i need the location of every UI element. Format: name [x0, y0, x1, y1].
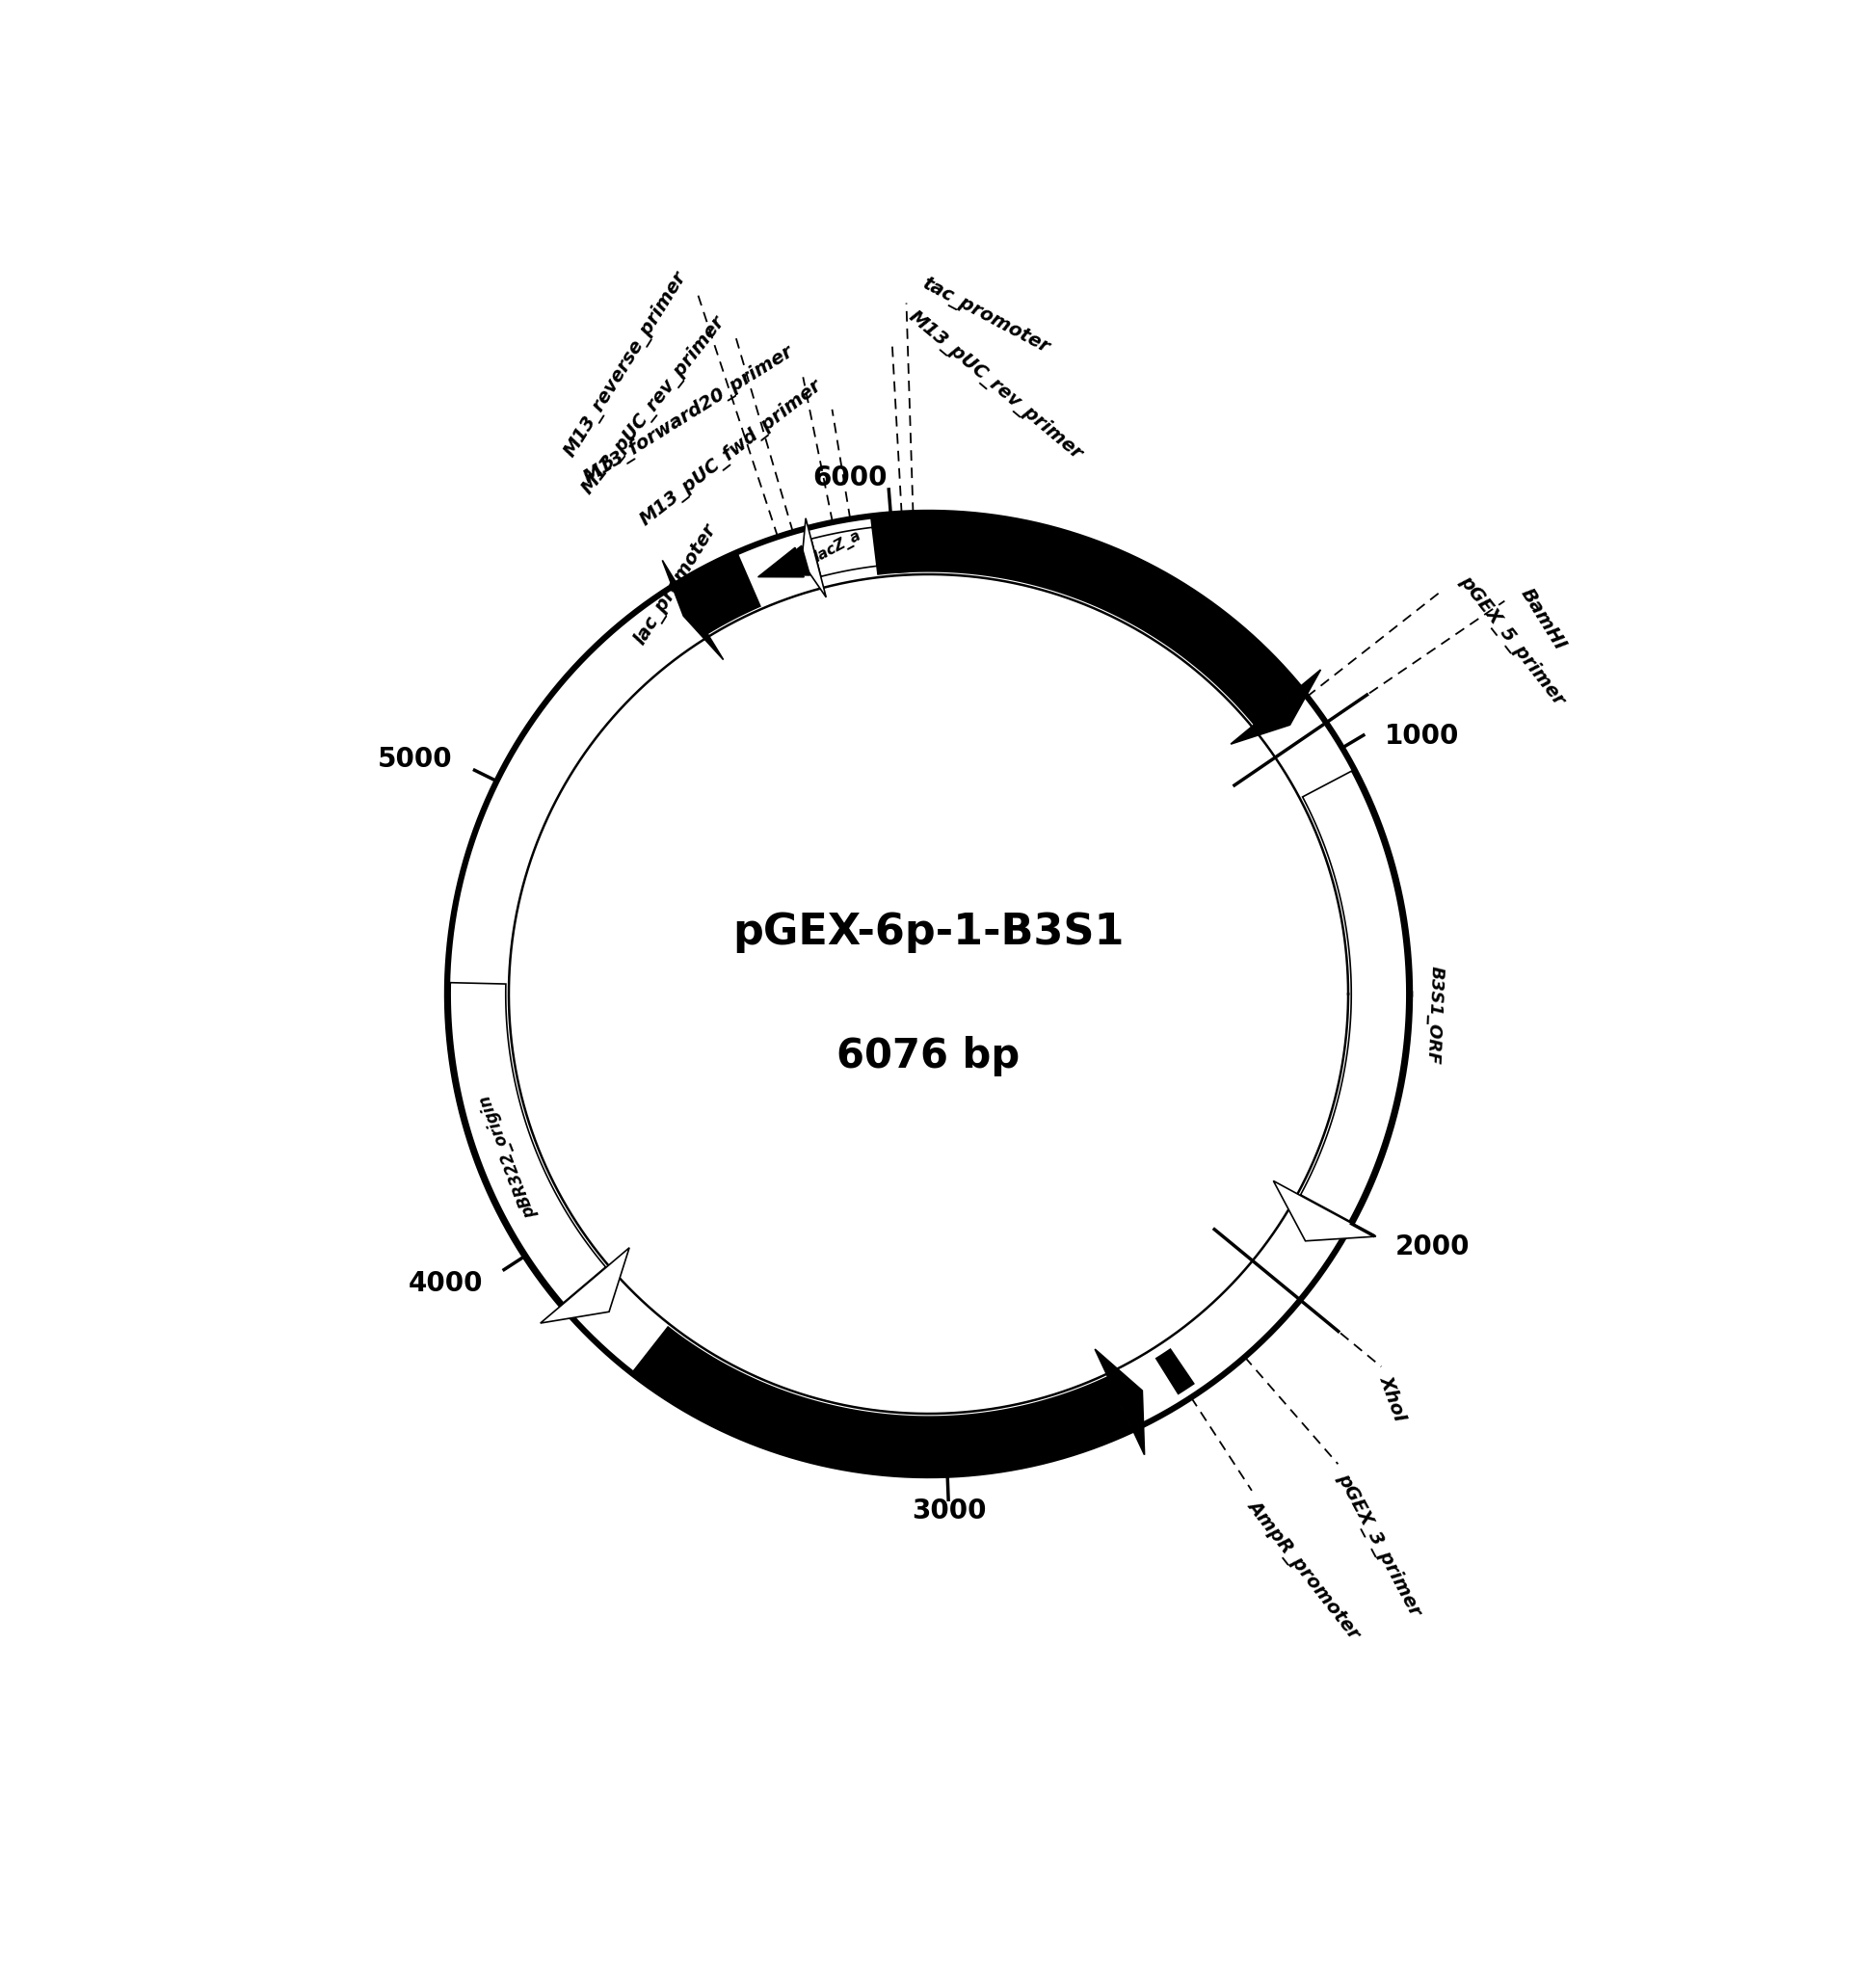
- Text: lac_promoter: lac_promoter: [630, 521, 721, 648]
- Polygon shape: [871, 515, 1296, 724]
- Polygon shape: [633, 1326, 1131, 1473]
- Text: 5000: 5000: [377, 746, 453, 773]
- Polygon shape: [1274, 1181, 1376, 1241]
- Polygon shape: [1231, 670, 1320, 744]
- Text: pBR322_origin: pBR322_origin: [477, 1093, 540, 1221]
- Polygon shape: [802, 519, 826, 596]
- Polygon shape: [812, 527, 877, 577]
- Polygon shape: [678, 555, 760, 634]
- Text: 2000: 2000: [1395, 1235, 1469, 1260]
- Text: lacZ_a: lacZ_a: [812, 527, 864, 565]
- Polygon shape: [540, 1248, 630, 1324]
- Text: M13_pUC_rev_primer: M13_pUC_rev_primer: [904, 308, 1086, 465]
- Polygon shape: [1157, 1350, 1194, 1394]
- Polygon shape: [1300, 771, 1408, 1221]
- Text: M13_pUC_rev_primer: M13_pUC_rev_primer: [578, 312, 730, 499]
- Text: 1000: 1000: [1385, 722, 1460, 749]
- Text: B3S1_ORF: B3S1_ORF: [1424, 966, 1445, 1066]
- Text: XhoI: XhoI: [1376, 1374, 1409, 1423]
- Text: 6000: 6000: [812, 465, 888, 491]
- Polygon shape: [1096, 1350, 1144, 1455]
- Text: tac_promoter: tac_promoter: [919, 274, 1053, 358]
- Text: pGEX_5_primer: pGEX_5_primer: [1456, 573, 1569, 710]
- Text: BamHI: BamHI: [1517, 584, 1569, 654]
- Text: 3000: 3000: [912, 1497, 986, 1525]
- Polygon shape: [758, 547, 804, 577]
- Text: pGEX_3_primer: pGEX_3_primer: [1333, 1471, 1424, 1620]
- Text: 4000: 4000: [409, 1270, 483, 1296]
- Polygon shape: [449, 982, 605, 1302]
- Polygon shape: [663, 561, 724, 660]
- Text: M13_pUC_fwd_primer: M13_pUC_fwd_primer: [637, 376, 826, 529]
- Polygon shape: [763, 545, 810, 575]
- Text: M13_reverse_primer: M13_reverse_primer: [561, 268, 691, 461]
- Text: M13_forward20_primer: M13_forward20_primer: [579, 342, 797, 487]
- Text: AmpR_promoter: AmpR_promoter: [1244, 1497, 1363, 1642]
- Text: 6076 bp: 6076 bp: [838, 1036, 1019, 1076]
- Polygon shape: [890, 517, 908, 573]
- Text: pGEX-6p-1-B3S1: pGEX-6p-1-B3S1: [734, 912, 1123, 952]
